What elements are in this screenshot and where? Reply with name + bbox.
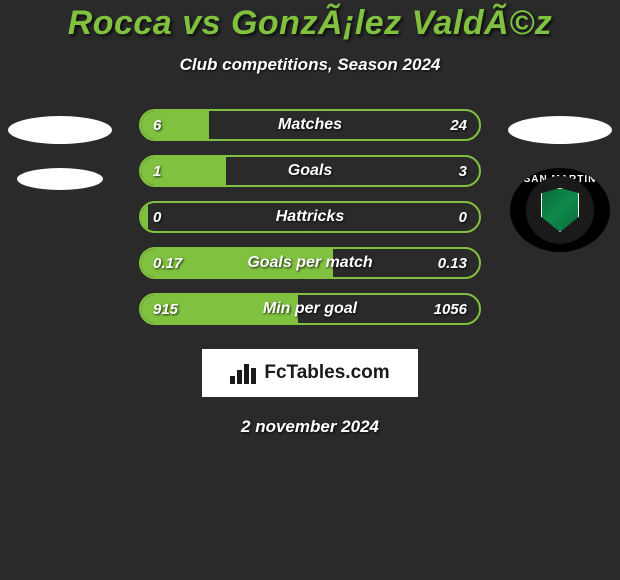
stat-bar-fill	[141, 157, 226, 185]
stat-row: 13Goals	[139, 155, 481, 187]
stat-right-value: 1056	[434, 295, 467, 323]
badge-inner	[526, 176, 594, 244]
stat-bar-fill	[141, 111, 209, 139]
team-badge-placeholder-icon	[8, 116, 112, 144]
stat-row: 0.170.13Goals per match	[139, 247, 481, 279]
team-badge-placeholder-icon	[17, 168, 103, 190]
stat-row: 0 0Hattricks	[139, 201, 481, 233]
stat-bar-fill	[141, 249, 333, 277]
page-title: Rocca vs GonzÃ¡lez ValdÃ©z	[0, 4, 620, 43]
badge-shield-icon	[541, 188, 579, 232]
watermark-text: FcTables.com	[264, 362, 389, 384]
stats-bars: 624Matches 13Goals 0 0Hattricks 0.170.13Goal…	[139, 109, 481, 325]
stat-bar-fill	[141, 295, 298, 323]
san-martin-badge-icon: SAN MARTIN	[510, 168, 610, 252]
stat-row: 624Matches	[139, 109, 481, 141]
right-player-badges: SAN MARTIN	[500, 116, 620, 252]
left-player-badges	[0, 116, 120, 190]
comparison-date: 2 november 2024	[0, 417, 620, 437]
stat-right-value: 3	[459, 157, 467, 185]
fctables-logo-icon	[230, 362, 258, 384]
stat-label: Hattricks	[141, 203, 479, 231]
stat-right-value: 0	[459, 203, 467, 231]
team-badge-placeholder-icon	[508, 116, 612, 144]
stat-left-value: 0	[153, 203, 161, 231]
stat-right-value: 0.13	[438, 249, 467, 277]
page-subtitle: Club competitions, Season 2024	[0, 55, 620, 75]
stat-bar-fill	[141, 203, 148, 231]
stat-row: 9151056Min per goal	[139, 293, 481, 325]
fctables-watermark: FcTables.com	[202, 349, 418, 397]
comparison-card: Rocca vs GonzÃ¡lez ValdÃ©z Club competit…	[0, 0, 620, 580]
stat-right-value: 24	[450, 111, 467, 139]
